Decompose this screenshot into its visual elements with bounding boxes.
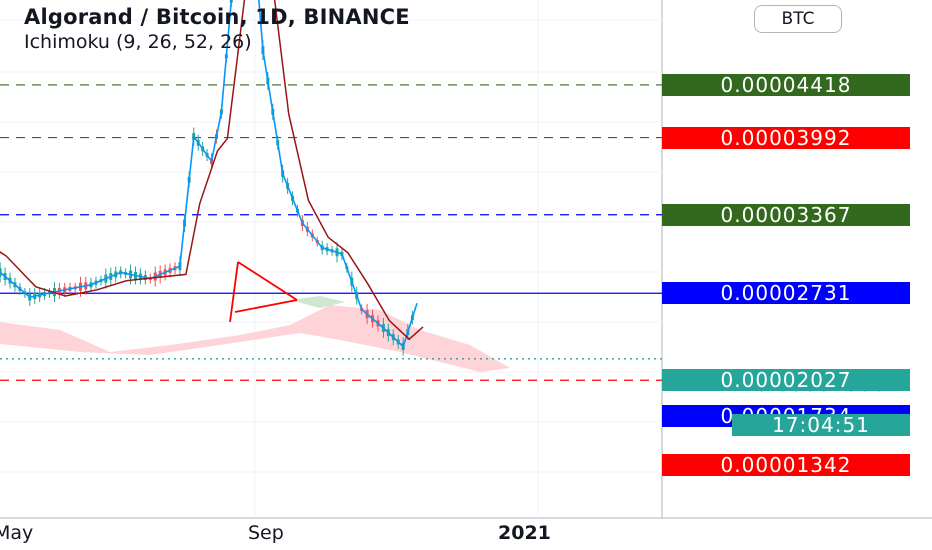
price-badge: 0.00003992 bbox=[662, 126, 910, 149]
indicator-label[interactable]: Ichimoku (9, 26, 52, 26) bbox=[24, 31, 252, 53]
chart-grid bbox=[0, 0, 662, 518]
price-badge: 0.00004418 bbox=[662, 73, 910, 96]
candlesticks bbox=[0, 0, 414, 356]
cloud-bull bbox=[290, 296, 345, 308]
base-line bbox=[0, 0, 424, 341]
trend-line bbox=[234, 299, 298, 313]
bar-countdown: 17:04:51 bbox=[732, 414, 910, 436]
price-badge: 0.00001342 bbox=[662, 453, 910, 476]
trend-line bbox=[237, 261, 298, 301]
price-badge: 0.00003367 bbox=[662, 203, 910, 226]
cloud-bear bbox=[0, 305, 510, 372]
price-badge: 0.00002731 bbox=[662, 282, 910, 305]
horizontal-levels bbox=[0, 84, 662, 381]
time-label-may: May bbox=[0, 522, 34, 544]
time-label-sep: Sep bbox=[248, 522, 284, 544]
ichimoku-cloud bbox=[0, 296, 510, 372]
trend-drawings bbox=[229, 261, 298, 323]
price-badge: 0.00002027 bbox=[662, 369, 910, 392]
trend-line bbox=[229, 261, 239, 323]
conversion-line bbox=[0, 0, 418, 348]
currency-tag[interactable]: BTC bbox=[754, 5, 842, 33]
chart-title: Algorand / Bitcoin, 1D, BINANCE bbox=[24, 5, 410, 29]
time-label-2021: 2021 bbox=[498, 522, 551, 544]
ichimoku-lines bbox=[0, 0, 424, 348]
